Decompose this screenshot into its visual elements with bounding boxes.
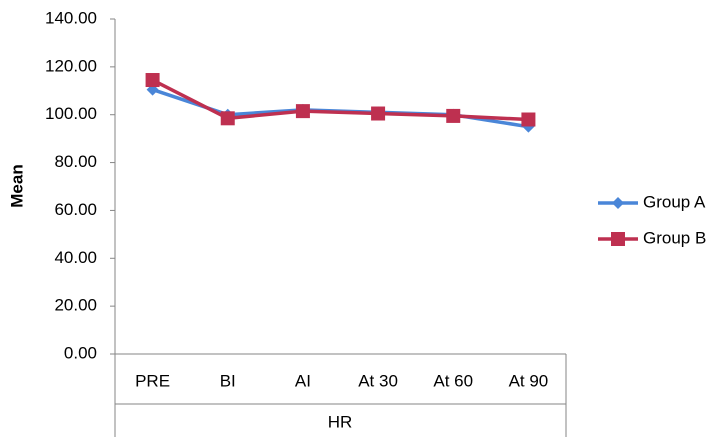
y-tick-label: 120.00 (45, 56, 97, 75)
legend-marker (612, 197, 624, 209)
data-point (295, 104, 310, 119)
data-point (220, 111, 235, 126)
x-axis-label: HR (328, 412, 353, 431)
series-line (151, 78, 529, 122)
x-tick-label: AI (295, 371, 311, 390)
legend-label: Group A (643, 192, 706, 211)
x-tick-label: At 30 (358, 371, 398, 390)
y-tick-label: 80.00 (54, 152, 97, 171)
legend-label: Group B (643, 228, 706, 247)
data-point (145, 73, 160, 88)
x-tick-label: BI (220, 371, 236, 390)
y-tick-label: 20.00 (54, 296, 97, 315)
y-tick-label: 0.00 (64, 343, 97, 362)
y-tick-label: 40.00 (54, 248, 97, 267)
data-point (446, 108, 461, 123)
legend-marker (611, 232, 625, 246)
y-tick-label: 60.00 (54, 200, 97, 219)
x-tick-label: At 90 (509, 371, 549, 390)
y-tick-label: 140.00 (45, 8, 97, 27)
data-point (521, 112, 536, 127)
y-tick-label: 100.00 (45, 104, 97, 123)
data-point (371, 106, 386, 121)
x-tick-label: PRE (135, 371, 170, 390)
x-tick-label: At 60 (433, 371, 473, 390)
y-axis-label: Mean (7, 164, 26, 207)
